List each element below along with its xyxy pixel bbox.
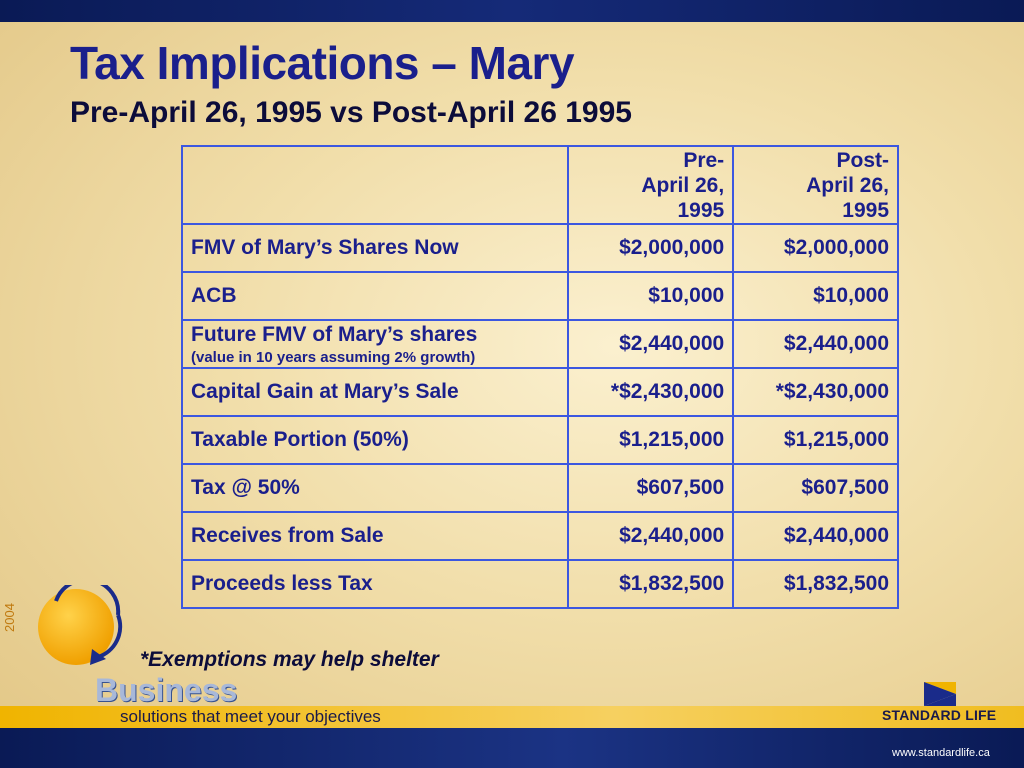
row-post-value: $2,000,000 [732, 223, 899, 273]
row-post-value: *$2,430,000 [732, 367, 899, 417]
table-row: Future FMV of Mary’s shares (value in 10… [180, 319, 899, 369]
footnote: *Exemptions may help shelter [140, 648, 439, 671]
header-post-line2: April 26, [806, 173, 889, 197]
tax-comparison-table: Pre- April 26, 1995 Post- April 26, 1995… [180, 145, 899, 609]
tagline: solutions that meet your objectives [120, 707, 381, 726]
standard-life-logo-icon [924, 682, 956, 706]
company-name: STANDARD LIFE [882, 707, 997, 723]
row-pre-value: $2,000,000 [567, 223, 735, 273]
table-row: ACB $10,000 $10,000 [180, 271, 899, 321]
row-label: Taxable Portion (50%) [180, 415, 570, 465]
header-post-line1: Post- [836, 148, 890, 172]
header-post-line3: 1995 [842, 198, 889, 222]
row-label: Capital Gain at Mary’s Sale [180, 367, 570, 417]
row-pre-value: $607,500 [567, 463, 735, 513]
business-wordmark: Business [95, 672, 238, 708]
header-pre-line2: April 26, [641, 173, 725, 197]
header-pre-1995: Pre- April 26, 1995 [567, 145, 735, 225]
row-label: ACB [180, 271, 570, 321]
row-pre-value: $10,000 [567, 271, 735, 321]
row-post-value: $10,000 [732, 271, 899, 321]
row-label: Future FMV of Mary’s shares [191, 322, 478, 346]
row-post-value: $607,500 [732, 463, 899, 513]
top-band [0, 0, 1024, 22]
table-row: Receives from Sale $2,440,000 $2,440,000 [180, 511, 899, 561]
row-pre-value: *$2,430,000 [567, 367, 735, 417]
table-header-row: Pre- April 26, 1995 Post- April 26, 1995 [180, 145, 899, 225]
row-pre-value: $1,832,500 [567, 559, 735, 609]
row-pre-value: $2,440,000 [567, 511, 735, 561]
slide-subtitle: Pre-April 26, 1995 vs Post-April 26 1995 [70, 96, 632, 129]
slide-title: Tax Implications – Mary [70, 37, 575, 89]
row-note: (value in 10 years assuming 2% growth) [191, 348, 476, 366]
row-pre-value: $1,215,000 [567, 415, 735, 465]
row-pre-value: $2,440,000 [567, 319, 735, 369]
row-post-value: $1,215,000 [732, 415, 899, 465]
header-pre-line3: 1995 [677, 198, 725, 222]
bottom-band [0, 728, 1024, 768]
header-post-1995: Post- April 26, 1995 [732, 145, 899, 225]
table-row: Taxable Portion (50%) $1,215,000 $1,215,… [180, 415, 899, 465]
table-row: Tax @ 50% $607,500 $607,500 [180, 463, 899, 513]
business-logo-icon [38, 585, 123, 665]
year-label: 2004 [2, 603, 17, 632]
row-post-value: $2,440,000 [732, 319, 899, 369]
row-label: Receives from Sale [180, 511, 570, 561]
row-label: Proceeds less Tax [180, 559, 570, 609]
row-post-value: $2,440,000 [732, 511, 899, 561]
website-link[interactable]: www.standardlife.ca [892, 747, 990, 759]
row-label: Tax @ 50% [180, 463, 570, 513]
header-pre-line1: Pre- [683, 148, 725, 172]
row-label: FMV of Mary’s Shares Now [180, 223, 570, 273]
table-row: Proceeds less Tax $1,832,500 $1,832,500 [180, 559, 899, 609]
header-blank-cell [180, 145, 570, 225]
table-row: Capital Gain at Mary’s Sale *$2,430,000 … [180, 367, 899, 417]
bottom-stripe [0, 706, 1024, 728]
table-row: FMV of Mary’s Shares Now $2,000,000 $2,0… [180, 223, 899, 273]
row-post-value: $1,832,500 [732, 559, 899, 609]
row-label-with-note: Future FMV of Mary’s shares (value in 10… [180, 319, 570, 369]
